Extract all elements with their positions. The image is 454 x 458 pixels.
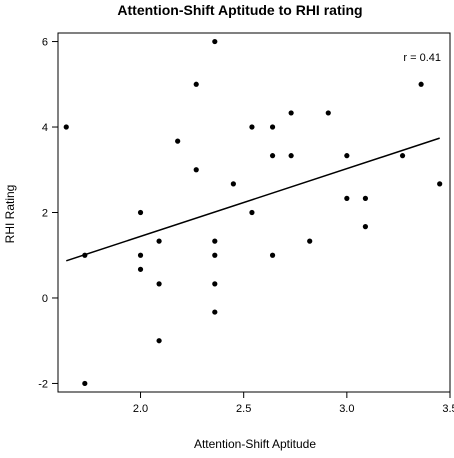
x-tick-label: 2.0 <box>133 403 148 415</box>
x-tick-label: 3.0 <box>339 403 354 415</box>
data-points <box>63 38 443 387</box>
data-point <box>362 224 369 230</box>
data-point <box>325 110 331 116</box>
x-tick-label: 3.5 <box>442 403 454 415</box>
y-axis: -2 0 2 4 6 <box>38 37 58 390</box>
data-point <box>288 153 294 159</box>
data-point <box>137 266 144 272</box>
data-point <box>230 181 236 187</box>
data-point <box>212 281 218 287</box>
data-point <box>212 252 218 258</box>
data-point <box>63 124 69 130</box>
data-point <box>156 338 162 344</box>
x-tick-label: 2.5 <box>236 403 251 415</box>
data-point <box>137 252 144 258</box>
data-point <box>212 38 218 45</box>
data-point <box>156 281 162 287</box>
y-tick-label: -2 <box>38 378 48 390</box>
data-point <box>175 138 181 144</box>
data-point <box>269 153 276 159</box>
data-point <box>418 81 424 87</box>
data-point <box>249 124 255 130</box>
y-tick-label: 2 <box>42 208 48 220</box>
data-point <box>212 238 218 244</box>
data-point <box>362 195 369 201</box>
x-axis-label: Attention-Shift Aptitude <box>194 437 316 451</box>
data-point <box>307 238 313 244</box>
y-tick-label: 0 <box>42 293 48 305</box>
data-point <box>82 380 88 387</box>
y-tick-label: 4 <box>42 122 48 134</box>
y-axis-label: RHI Rating <box>3 185 17 244</box>
regression-line <box>66 137 440 262</box>
data-point <box>193 81 199 87</box>
data-point <box>269 252 276 258</box>
data-point <box>344 195 350 201</box>
x-axis: 2.0 2.5 3.0 3.5 <box>133 392 454 415</box>
chart-title: Attention-Shift Aptitude to RHI rating <box>117 2 362 18</box>
data-point <box>399 153 406 159</box>
correlation-annotation: r = 0.41 <box>403 52 441 64</box>
data-point <box>249 209 255 216</box>
data-point <box>344 153 350 159</box>
data-point <box>156 238 162 244</box>
data-point <box>288 110 294 116</box>
data-point <box>82 252 88 258</box>
data-point <box>137 209 144 216</box>
data-point <box>269 124 276 130</box>
y-tick-label: 6 <box>42 37 48 49</box>
data-point <box>212 309 218 315</box>
data-point <box>437 181 443 187</box>
data-point <box>193 167 199 173</box>
